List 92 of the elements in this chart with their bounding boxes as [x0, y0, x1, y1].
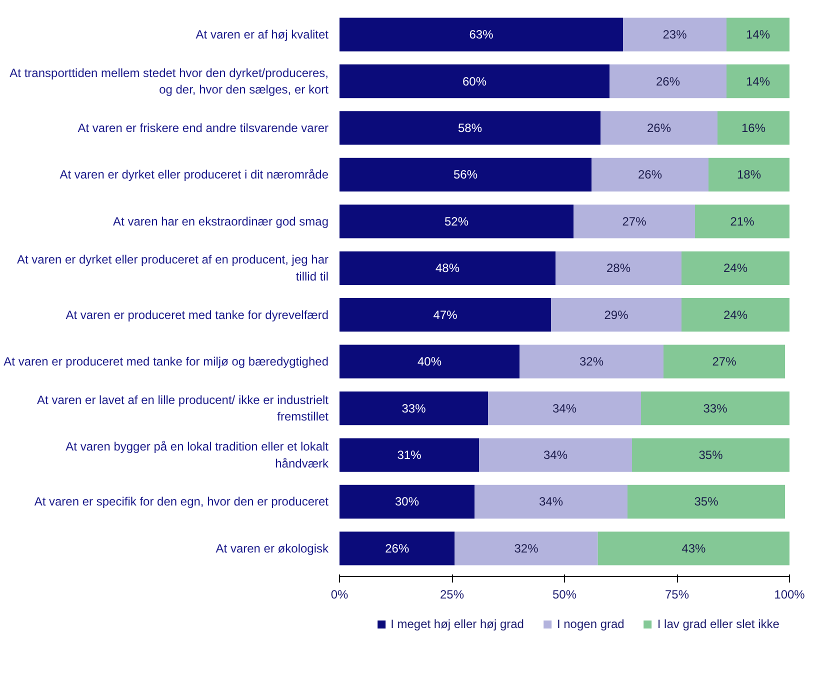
bar — [340, 391, 488, 426]
y-tick-label: At varen er økologisk — [216, 541, 330, 556]
data-label: 14% — [746, 28, 770, 42]
bar — [340, 438, 479, 472]
bar — [479, 438, 632, 472]
data-label: 21% — [730, 214, 755, 228]
bar — [695, 204, 790, 238]
x-tick-label: 100% — [774, 588, 806, 602]
bar — [682, 298, 790, 332]
data-label: 18% — [736, 168, 762, 182]
bar — [726, 18, 790, 52]
y-tick-label: At varen bygger på en lokal tradition eller et lokalt håndværk — [66, 440, 330, 470]
data-label: 58% — [458, 120, 482, 135]
y-tick-label: At varen er lavet af en lille producent/ ikke er industrielt fremstillet — [37, 392, 330, 424]
y-tick-label: At varen er dyrket eller produceret i dit nærområde — [60, 168, 329, 182]
data-label: 63% — [469, 28, 494, 42]
data-label: 26% — [638, 168, 662, 182]
bar — [628, 484, 785, 519]
bar — [340, 204, 574, 238]
bar — [598, 532, 790, 566]
bar — [664, 344, 785, 378]
bar — [632, 438, 790, 472]
data-label: 26% — [385, 541, 410, 556]
bar — [340, 18, 623, 52]
y-tick-label: At varen har en ekstraordinær god smag — [113, 214, 329, 228]
data-label: 30% — [394, 494, 420, 509]
bar — [340, 158, 592, 192]
data-label: 48% — [435, 261, 460, 276]
data-label: 33% — [402, 401, 426, 416]
bar — [574, 204, 695, 238]
x-tick-label: 25% — [440, 588, 464, 602]
bar — [474, 484, 628, 519]
x-tick-label: 0% — [330, 588, 348, 602]
bar — [682, 251, 790, 285]
data-label: 32% — [579, 354, 604, 369]
data-label: 32% — [514, 541, 539, 556]
data-label: 34% — [552, 401, 577, 416]
data-label: 33% — [703, 401, 728, 416]
bar — [340, 344, 520, 378]
data-label: 28% — [606, 261, 631, 276]
bar — [726, 64, 790, 98]
data-label: 35% — [698, 448, 724, 462]
data-label: 26% — [646, 120, 672, 135]
legend-label: I lav grad eller slet ikke — [657, 617, 780, 631]
data-label: 34% — [543, 448, 568, 462]
data-label: 34% — [538, 494, 564, 509]
bar — [488, 391, 641, 426]
bar — [340, 111, 600, 145]
bar — [641, 391, 790, 426]
bar — [340, 64, 610, 98]
data-label: 35% — [694, 494, 719, 509]
data-label: 29% — [604, 308, 629, 322]
data-label: 31% — [397, 448, 422, 462]
data-label: 27% — [622, 214, 647, 228]
y-tick-label: At transporttiden mellem stedet hvor den dyrket/produceres, og der, hvor den sælges, er kort — [10, 66, 330, 97]
bar — [718, 111, 790, 145]
bar — [340, 532, 455, 566]
data-label: 60% — [462, 74, 487, 88]
bar — [340, 484, 474, 519]
legend-label: I meget høj eller høj grad — [390, 617, 524, 631]
y-tick-label: At varen er produceret med tanke for miljø og bæredygtighed — [4, 354, 329, 369]
bar — [708, 158, 790, 192]
x-tick-label: 50% — [552, 588, 577, 602]
data-label: 56% — [453, 168, 478, 182]
bar — [610, 64, 726, 98]
bar — [623, 18, 726, 52]
bar — [520, 344, 664, 378]
y-tick-label: At varen er produceret med tanke for dyrevelfærd — [66, 308, 329, 322]
y-tick-label: At varen er af høj kvalitet — [196, 28, 330, 42]
bar — [592, 158, 708, 192]
y-tick-label: At varen er friskere end andre tilsvarende varer — [78, 120, 329, 135]
data-label: 23% — [662, 28, 688, 42]
data-label: 16% — [741, 120, 766, 135]
data-label: 27% — [712, 354, 737, 369]
y-tick-label: At varen er dyrket eller produceret af en producent, jeg har tillid til — [16, 252, 329, 284]
bar — [551, 298, 682, 332]
data-label: 26% — [656, 74, 680, 88]
data-label: 24% — [723, 308, 748, 322]
data-label: 24% — [723, 261, 748, 276]
data-label: 14% — [746, 74, 770, 88]
bar — [454, 532, 598, 566]
legend-label: I nogen grad — [556, 617, 624, 631]
bar — [556, 251, 682, 285]
bar — [600, 111, 718, 145]
data-label: 40% — [417, 354, 442, 369]
data-label: 47% — [433, 308, 458, 322]
data-label: 52% — [444, 214, 469, 228]
bar — [340, 298, 551, 332]
x-tick-label: 75% — [664, 588, 690, 602]
data-label: 43% — [682, 541, 706, 556]
y-tick-label: At varen er specifik for den egn, hvor den er produceret — [34, 494, 330, 509]
bar — [340, 251, 556, 285]
